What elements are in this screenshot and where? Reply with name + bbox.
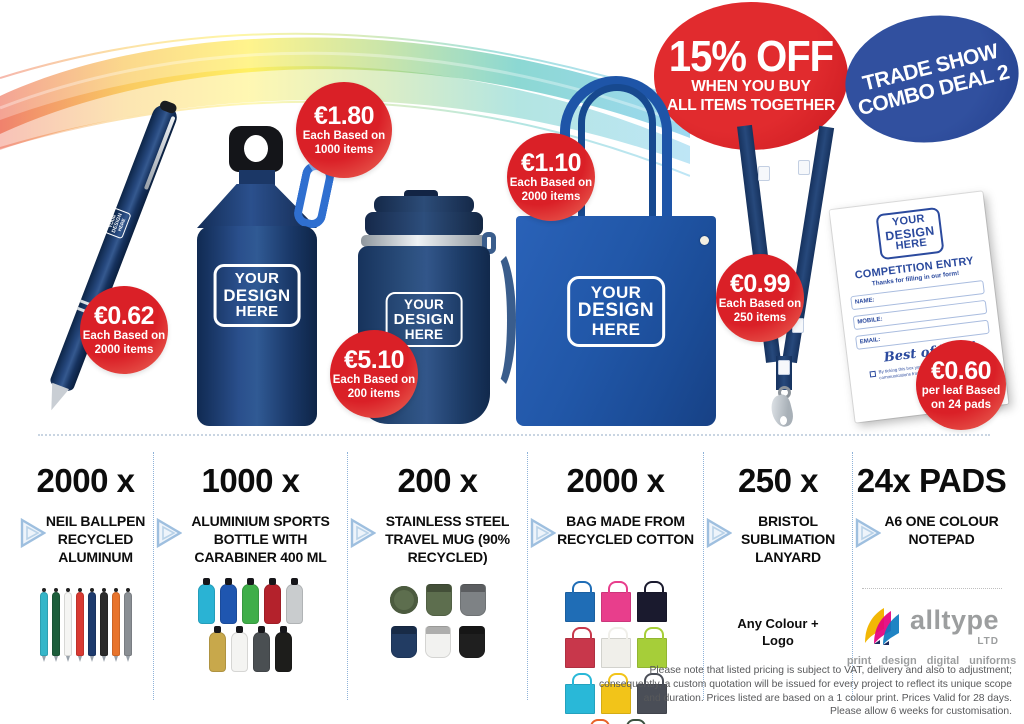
colour-swatch (264, 578, 281, 624)
colour-swatch (425, 584, 452, 616)
brand-name: alltype (909, 605, 1000, 635)
design-here-logo: YOUR DESIGN HERE (104, 207, 132, 240)
price-bubble-bag: €1.10 Each Based on 2000 items (507, 133, 595, 221)
price-bubble-bottle: €1.80 Each Based on 1000 items (296, 82, 392, 178)
colour-swatch (209, 626, 226, 672)
product-name: BAG MADE FROM RECYCLED COTTON (557, 513, 694, 548)
discount-headline: 15% OFF (668, 33, 834, 81)
arrow-icon (20, 518, 46, 548)
mug-lid-image (389, 586, 418, 614)
colour-swatch (220, 578, 237, 624)
colour-swatch (99, 588, 108, 662)
colour-swatch (636, 673, 667, 714)
colour-swatch (75, 588, 84, 662)
bottle-colour-options-image (154, 578, 347, 624)
pen-colour-options-image (18, 586, 153, 662)
product-name: BRISTOL SUBLIMATION LANYARD (741, 513, 835, 566)
bag-colour-options-image (528, 581, 703, 724)
colour-swatch (600, 673, 631, 714)
pen-clip (143, 115, 176, 191)
arrow-icon (855, 518, 881, 548)
product-name: ALUMINIUM SPORTS BOTTLE WITH CARABINER 4… (191, 513, 330, 566)
colour-swatch (275, 626, 292, 672)
colour-swatch (63, 588, 72, 662)
colour-swatch (458, 626, 485, 658)
terms-fine-print: Please note that listed pricing is subje… (598, 665, 1012, 718)
quantity-label: 1000 x (201, 462, 300, 499)
pen-stylus-top (158, 99, 178, 115)
lanyard-note: Any Colour + Logo (737, 616, 819, 648)
colour-swatch (564, 673, 595, 714)
price-bubble-mug: €5.10 Each Based on 200 items (330, 330, 418, 418)
product-name: STAINLESS STEEL TRAVEL MUG (90% RECYCLED… (385, 513, 510, 566)
mug-colour-options-image (348, 584, 527, 616)
colour-swatch (636, 581, 667, 622)
quantity-label: 2000 x (36, 462, 135, 499)
quantity-label: 250 x (737, 462, 819, 499)
arrow-icon (350, 518, 376, 548)
colour-swatch (87, 588, 96, 662)
brand-services: print design digital uniforms (846, 655, 1017, 667)
colour-swatch (600, 627, 631, 668)
colour-swatch (111, 588, 120, 662)
alltype-logo: alltype LTD (853, 603, 1010, 647)
column-ballpen: 2000 x NEIL BALLPEN RECYCLED ALUMINUM (18, 452, 153, 700)
column-bag: 2000 x BAG MADE FROM RECYCLED COTTON (527, 452, 703, 724)
arrow-icon (530, 518, 556, 548)
mug-lid (365, 212, 483, 236)
tote-bag-product-image: YOUR DESIGN HERE (514, 76, 718, 426)
quantity-label: 2000 x (566, 462, 665, 499)
quantity-label: 200 x (397, 462, 478, 499)
colour-swatch (123, 588, 132, 662)
price-bubble-notepad: €0.60 per leaf Based on 24 pads (916, 340, 1006, 430)
design-here-logo: YOUR DESIGN HERE (567, 276, 665, 347)
colour-swatch (39, 588, 48, 662)
colour-swatch (390, 626, 417, 658)
colour-swatch (459, 584, 486, 616)
design-here-logo: YOUR DESIGN HERE (385, 292, 463, 348)
quantity-label: 24x PADS (856, 462, 1007, 499)
colour-swatch (424, 626, 451, 658)
column-mug: 200 x STAINLESS STEEL TRAVEL MUG (90% RE… (347, 452, 527, 700)
colour-swatch (564, 581, 595, 622)
column-bottle: 1000 x ALUMINIUM SPORTS BOTTLE WITH CARA… (153, 452, 347, 700)
design-here-logo: YOUR DESIGN HERE (213, 264, 301, 328)
deal-badge: TRADE SHOW COMBO DEAL 2 (837, 4, 1024, 154)
brand-suffix: LTD (977, 636, 1000, 647)
colour-swatch (198, 578, 215, 624)
bottle-colour-options-image (154, 626, 347, 672)
colour-swatch (636, 627, 667, 668)
lanyard-mini-logo (778, 360, 790, 375)
colour-swatch (253, 626, 270, 672)
lanyard-mini-logo (798, 160, 810, 175)
mug-strap (476, 246, 516, 394)
product-name: NEIL BALLPEN RECYCLED ALUMINUM (45, 513, 146, 566)
mug-colour-options-image (348, 626, 527, 658)
price-bubble-lanyard: €0.99 Each Based on 250 items (716, 254, 804, 342)
colour-swatch (242, 578, 259, 624)
arrow-icon (156, 518, 182, 548)
colour-swatch (51, 588, 60, 662)
colour-swatch (231, 626, 248, 672)
column-lanyard: 250 x BRISTOL SUBLIMATION LANYARD Any Co… (703, 452, 852, 700)
pen-tip (42, 382, 70, 414)
colour-swatch (600, 581, 631, 622)
sports-bottle-product-image: YOUR DESIGN HERE (196, 126, 337, 426)
section-divider (38, 434, 990, 436)
price-bubble-pen: €0.62 Each Based on 2000 items (80, 286, 168, 374)
bottle-cap (229, 126, 283, 172)
consent-checkbox (869, 370, 877, 378)
product-name: A6 ONE COLOUR NOTEPAD (884, 513, 999, 548)
colour-swatch (564, 627, 595, 668)
quantities-section: 2000 x NEIL BALLPEN RECYCLED ALUMINUM 10… (18, 452, 1017, 724)
alltype-logo-mark (864, 608, 899, 645)
arrow-icon (706, 518, 732, 548)
column-notepad: 24x PADS A6 ONE COLOUR NOTEPAD alltype L… (846, 452, 1017, 700)
design-here-logo: YOUR DESIGN HERE (875, 206, 945, 261)
lanyard-mini-logo (758, 166, 770, 181)
colour-swatch (286, 578, 303, 624)
